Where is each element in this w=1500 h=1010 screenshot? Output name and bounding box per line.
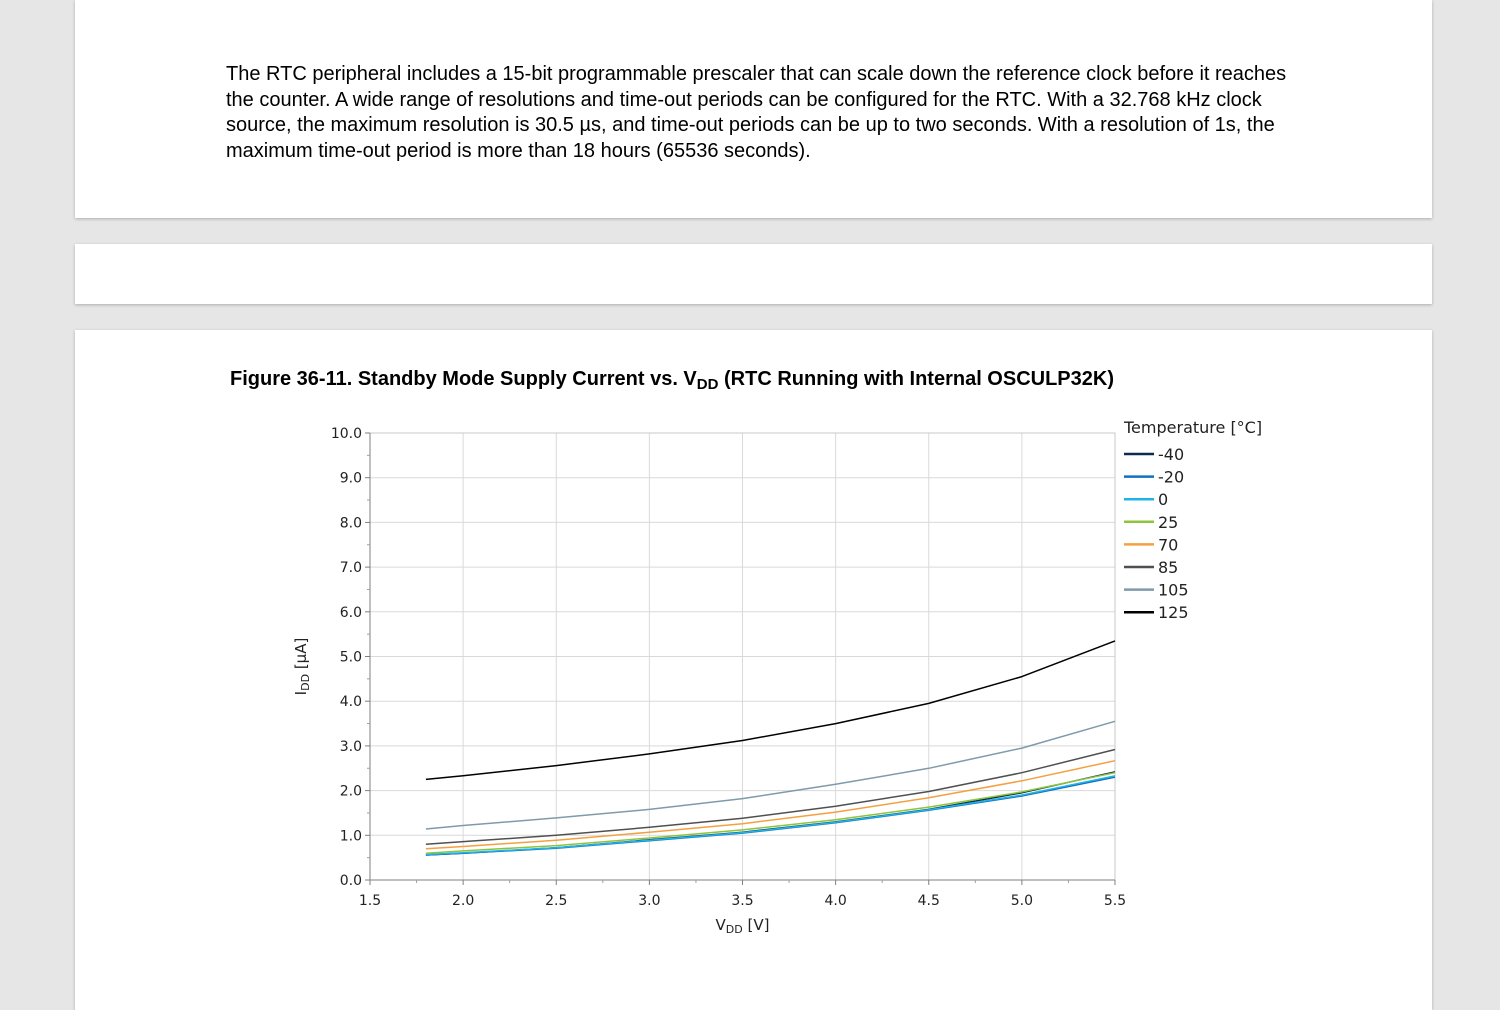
x-tick-label: 3.5 xyxy=(731,893,753,909)
series-line-0 xyxy=(425,775,1116,856)
y-tick-label: 3.0 xyxy=(340,739,362,755)
legend-title: Temperature [°C] xyxy=(1123,418,1262,437)
legend-label--20: -20 xyxy=(1158,468,1184,487)
figure-title-prefix: Figure 36-11. Standby Mode Supply Curren… xyxy=(230,368,697,390)
figure-title: Figure 36-11. Standby Mode Supply Curren… xyxy=(230,368,1114,393)
x-tick-label: 5.5 xyxy=(1104,893,1126,909)
figure-title-suffix: (RTC Running with Internal OSCULP32K) xyxy=(718,368,1114,390)
y-tick-label: 4.0 xyxy=(340,694,362,710)
y-tick-label: 5.0 xyxy=(340,650,362,666)
y-tick-label: 9.0 xyxy=(340,471,362,487)
x-tick-label: 2.0 xyxy=(452,893,474,909)
series-line-125 xyxy=(425,640,1116,781)
y-tick-label: 7.0 xyxy=(340,560,362,576)
series-line-85 xyxy=(425,748,1116,845)
legend-label--40: -40 xyxy=(1158,445,1184,464)
document-page-1: The RTC peripheral includes a 15-bit pro… xyxy=(75,0,1432,218)
y-tick-label: 1.0 xyxy=(340,828,362,844)
series-line-70 xyxy=(425,759,1116,850)
series-line--20 xyxy=(425,776,1116,856)
legend-label-25: 25 xyxy=(1158,513,1178,532)
x-tick-label: 3.0 xyxy=(638,893,660,909)
legend-label-125: 125 xyxy=(1158,603,1189,622)
document-page-2 xyxy=(75,244,1432,304)
y-tick-label: 2.0 xyxy=(340,784,362,800)
y-tick-label: 8.0 xyxy=(340,515,362,531)
x-tick-label: 2.5 xyxy=(545,893,567,909)
legend-label-70: 70 xyxy=(1158,535,1178,554)
y-tick-label: 0.0 xyxy=(340,873,362,889)
legend-label-85: 85 xyxy=(1158,558,1178,577)
series-line-105 xyxy=(425,720,1116,830)
legend-label-105: 105 xyxy=(1158,581,1189,600)
x-tick-label: 4.5 xyxy=(918,893,940,909)
figure-title-subscript: DD xyxy=(696,376,719,393)
x-tick-label: 1.5 xyxy=(359,893,381,909)
x-axis-label: VDD [V] xyxy=(716,916,770,936)
y-tick-label: 6.0 xyxy=(340,605,362,621)
document-page-3: Figure 36-11. Standby Mode Supply Curren… xyxy=(75,330,1432,1010)
series-line-25 xyxy=(425,771,1116,854)
legend-label-0: 0 xyxy=(1158,490,1168,509)
line-chart: 0.0 1.0 2.0 3.0 4.0 5.0 6.0 7.0 8.0 9.0 10.0 1.5 2.0… xyxy=(292,418,1262,936)
x-tick-label: 5.0 xyxy=(1011,893,1033,909)
body-paragraph: The RTC peripheral includes a 15-bit pro… xyxy=(226,63,1287,163)
y-tick-label: 10.0 xyxy=(331,426,362,442)
x-tick-label: 4.0 xyxy=(824,893,846,909)
y-axis-label: IDD [µA] xyxy=(292,638,312,696)
